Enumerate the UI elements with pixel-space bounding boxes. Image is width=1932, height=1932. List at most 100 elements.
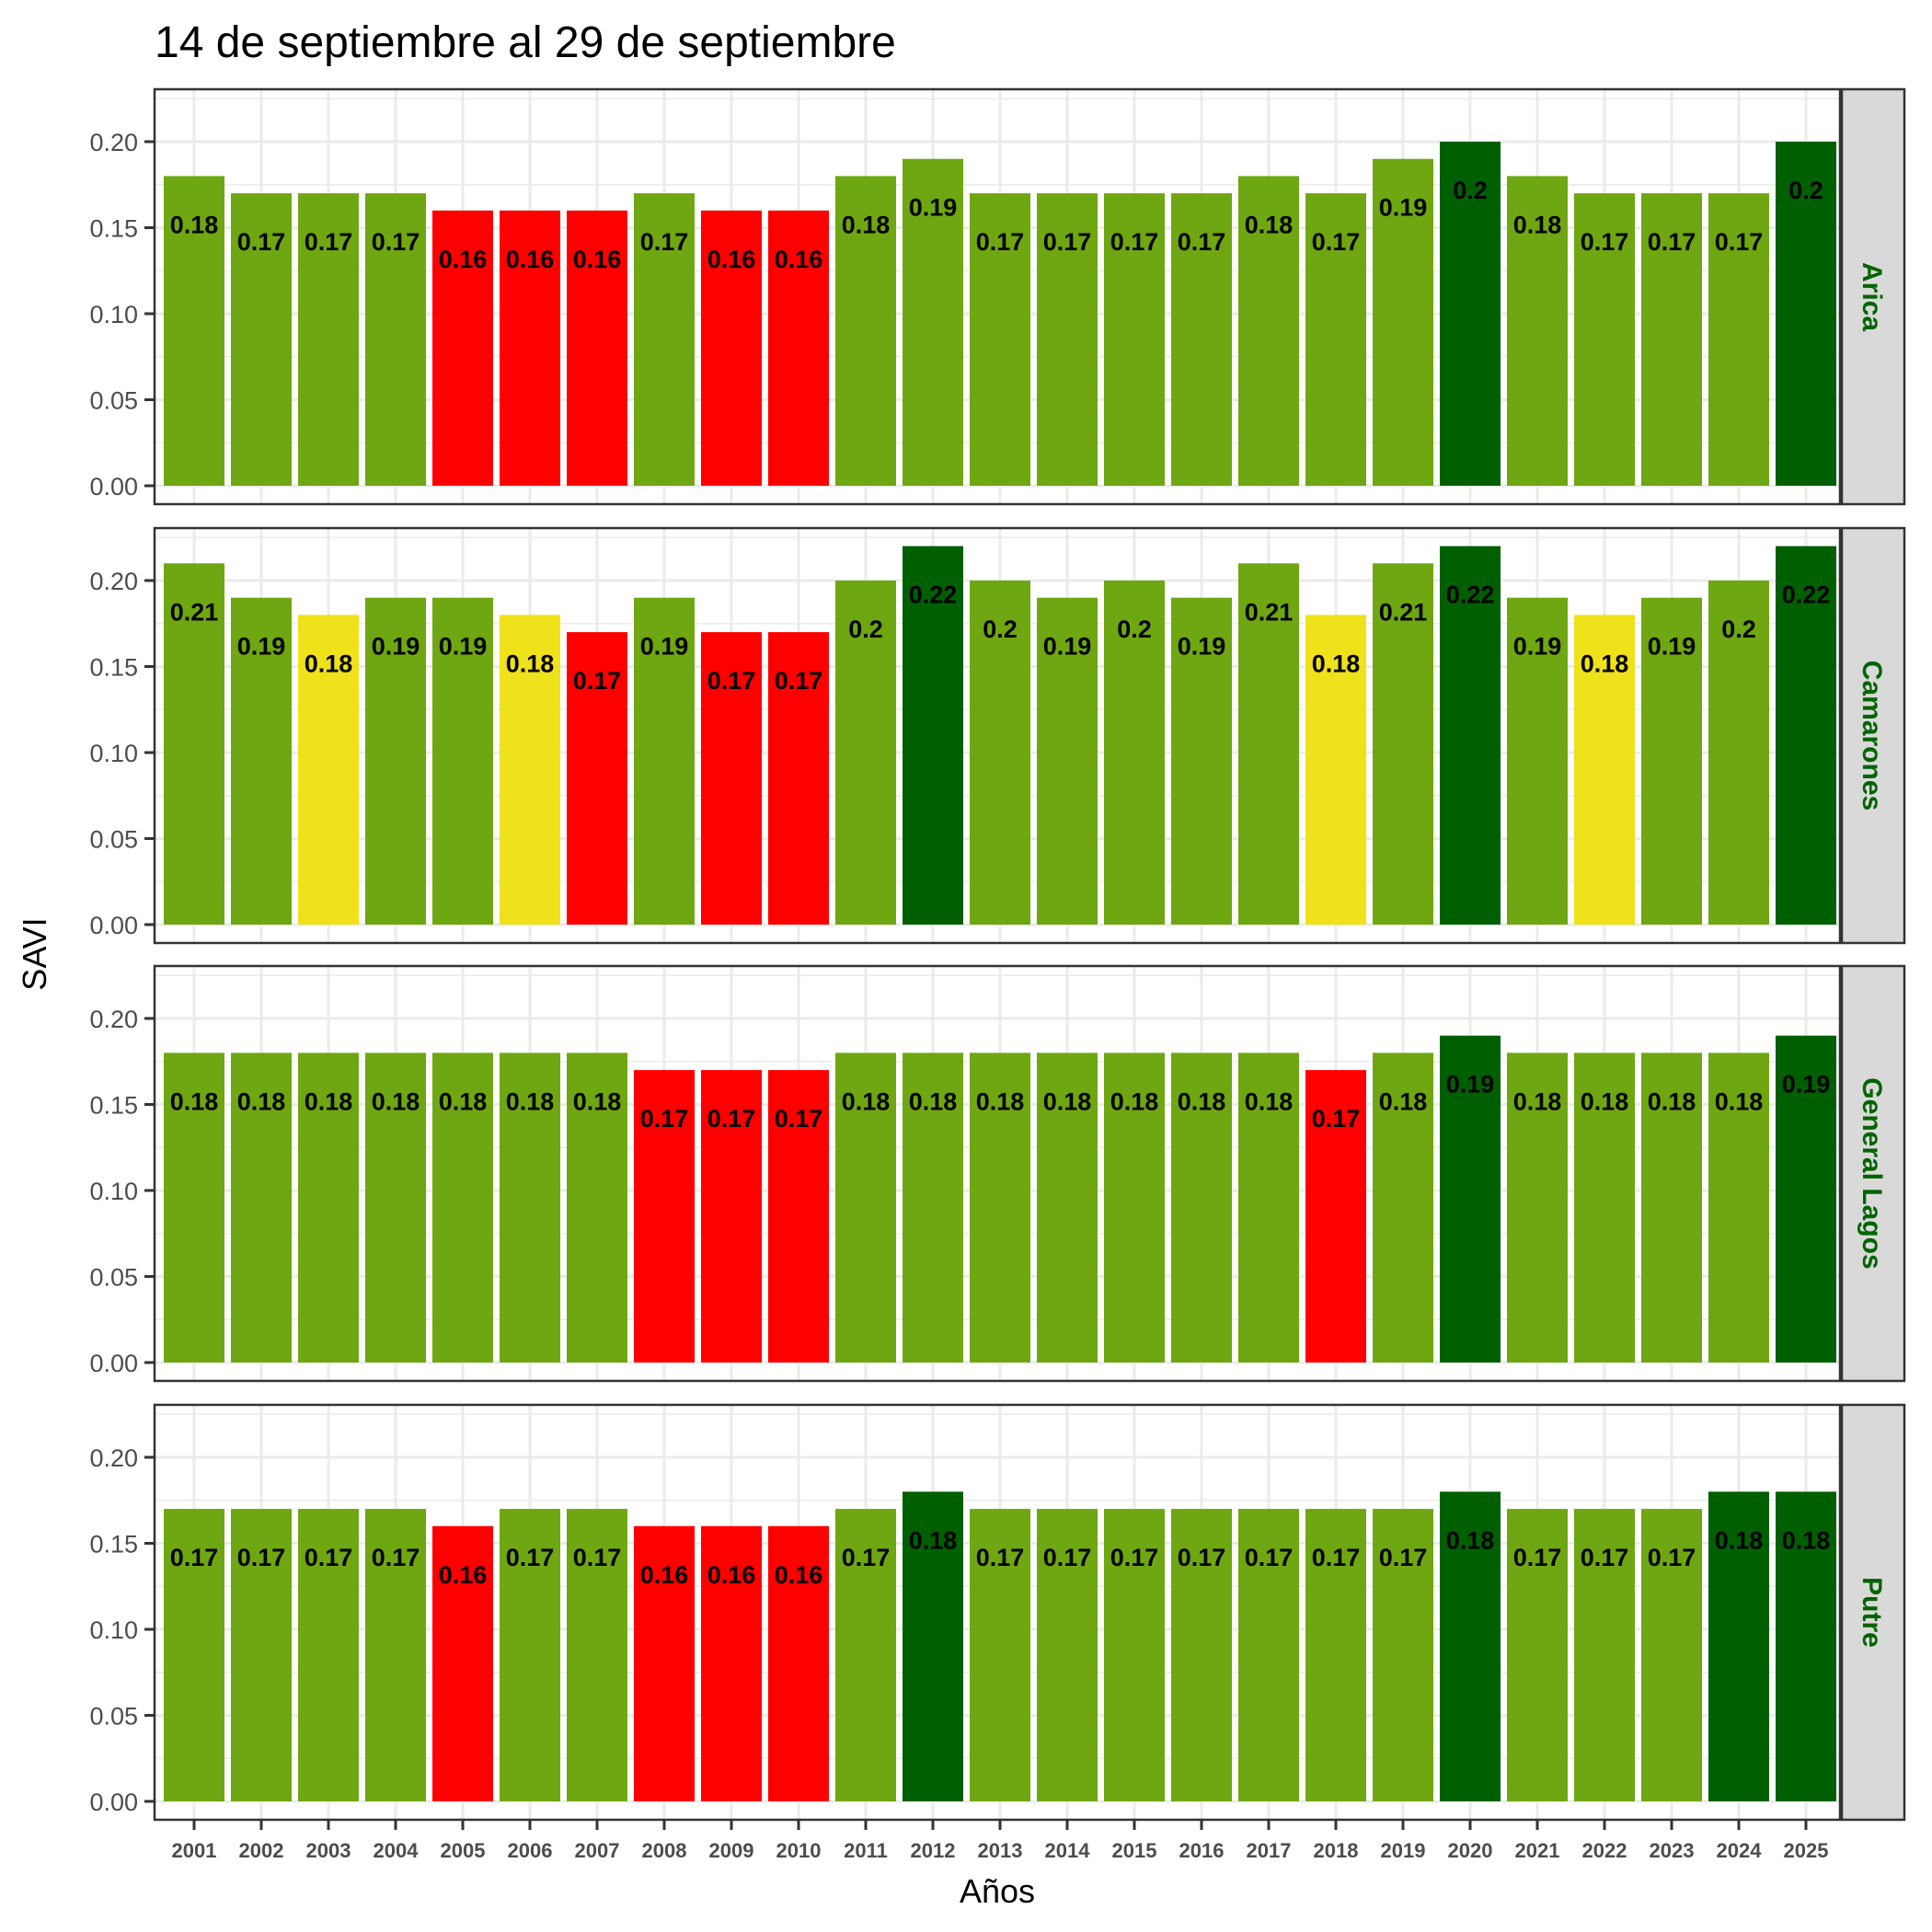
bar-label-2012: 0.18: [909, 1526, 958, 1554]
bar-2017: [1238, 1052, 1299, 1363]
bar-2022: [1574, 193, 1635, 486]
bar-label-2004: 0.18: [372, 1087, 420, 1115]
bar-2024: [1708, 581, 1769, 925]
bar-2010: [768, 1070, 829, 1363]
bar-label-2014: 0.17: [1043, 1544, 1092, 1571]
x-axis-title: Años: [960, 1872, 1035, 1910]
bar-2025: [1776, 1035, 1836, 1363]
x-tick-label-2011: 2011: [844, 1839, 888, 1862]
bar-2012: [903, 1491, 963, 1801]
x-tick-label-2024: 2024: [1717, 1839, 1763, 1862]
bar-2001: [164, 1052, 224, 1363]
bar-2007: [567, 1052, 627, 1363]
bar-label-2022: 0.17: [1581, 228, 1629, 256]
bar-2006: [500, 1052, 560, 1363]
y-tick-label: 0.05: [89, 1264, 138, 1292]
bar-label-2024: 0.18: [1715, 1087, 1764, 1115]
bar-label-2018: 0.17: [1312, 1105, 1361, 1133]
bar-2005: [432, 597, 493, 925]
bar-2020: [1440, 142, 1501, 486]
bar-label-2007: 0.17: [573, 1544, 622, 1571]
bar-label-2017: 0.21: [1245, 598, 1294, 626]
bar-label-2025: 0.22: [1782, 581, 1831, 609]
y-tick-label: 0.15: [89, 1092, 138, 1120]
x-tick-label-2002: 2002: [239, 1839, 284, 1862]
bar-2025: [1776, 546, 1836, 925]
bar-label-2011: 0.18: [842, 211, 891, 238]
bar-label-2010: 0.17: [775, 1105, 823, 1133]
x-tick-label-2020: 2020: [1448, 1839, 1493, 1862]
y-tick-label: 0.10: [89, 1616, 138, 1644]
bar-2005: [432, 1525, 493, 1801]
facet-panel-general-lagos: 0.18 0.18 0.18 0.18 0.18 0.18 0.18 0.17 0.17 0.17…: [89, 964, 1906, 1383]
bar-2004: [365, 1052, 426, 1363]
bar-label-2008: 0.16: [640, 1561, 689, 1589]
bar-label-2019: 0.19: [1379, 194, 1428, 222]
bar-label-2005: 0.16: [439, 1561, 488, 1589]
bar-label-2003: 0.18: [305, 650, 353, 677]
y-tick-label: 0.20: [89, 129, 138, 156]
bar-label-2025: 0.18: [1782, 1526, 1831, 1554]
y-tick-label: 0.05: [89, 1703, 138, 1731]
bar-label-2025: 0.19: [1782, 1071, 1831, 1098]
bar-2021: [1507, 597, 1568, 925]
bar-2004: [365, 193, 426, 486]
y-tick-label: 0.10: [89, 740, 138, 767]
facet-strip-label: Putre: [1857, 1577, 1887, 1648]
bar-2012: [903, 546, 963, 925]
bar-2022: [1574, 1052, 1635, 1363]
y-tick-label: 0.00: [89, 1788, 138, 1816]
bar-label-2009: 0.17: [707, 1105, 756, 1133]
bar-label-2021: 0.19: [1513, 633, 1562, 661]
y-tick-label: 0.15: [89, 215, 138, 243]
x-tick-label-2017: 2017: [1247, 1839, 1292, 1862]
bar-label-2011: 0.18: [842, 1087, 891, 1115]
bar-label-2007: 0.17: [573, 667, 622, 695]
y-tick-label: 0.20: [89, 1006, 138, 1033]
bar-2014: [1037, 597, 1098, 925]
x-tick-label-2003: 2003: [306, 1839, 351, 1862]
bar-label-2021: 0.18: [1513, 1087, 1562, 1115]
x-tick-label-2022: 2022: [1582, 1839, 1627, 1862]
bar-2002: [231, 597, 292, 925]
bar-label-2016: 0.18: [1178, 1087, 1226, 1115]
x-tick-label-2015: 2015: [1112, 1839, 1157, 1862]
bar-label-2020: 0.18: [1446, 1526, 1495, 1554]
y-tick-label: 0.05: [89, 387, 138, 415]
bar-2023: [1641, 597, 1702, 925]
bar-2024: [1708, 1052, 1769, 1363]
bar-label-2024: 0.18: [1715, 1526, 1764, 1554]
bar-label-2008: 0.19: [640, 633, 689, 661]
bar-2013: [970, 1509, 1030, 1801]
bar-label-2002: 0.17: [237, 1544, 286, 1571]
bar-2016: [1171, 193, 1232, 486]
bar-label-2019: 0.18: [1379, 1087, 1428, 1115]
bar-label-2011: 0.2: [848, 615, 883, 643]
bar-label-2018: 0.17: [1312, 1544, 1361, 1571]
y-tick-label: 0.20: [89, 568, 138, 595]
bar-2008: [634, 1070, 695, 1363]
bar-2011: [835, 1052, 896, 1363]
panel-border: [153, 87, 1842, 506]
bar-label-2025: 0.2: [1788, 177, 1823, 204]
bar-2010: [768, 210, 829, 487]
bar-2016: [1171, 597, 1232, 925]
bar-2025: [1776, 1491, 1836, 1801]
x-tick-label-2005: 2005: [441, 1839, 486, 1862]
bar-2017: [1238, 563, 1299, 925]
y-tick-label: 0.00: [89, 473, 138, 500]
bar-2002: [231, 193, 292, 486]
bar-label-2009: 0.16: [707, 1561, 756, 1589]
bar-label-2005: 0.19: [439, 633, 488, 661]
bar-2023: [1641, 193, 1702, 486]
y-tick-label: 0.00: [89, 912, 138, 939]
bar-label-2017: 0.17: [1245, 1544, 1294, 1571]
x-tick-label-2019: 2019: [1381, 1839, 1426, 1862]
bar-2016: [1171, 1509, 1232, 1801]
bar-2018: [1305, 1070, 1366, 1363]
bar-2011: [835, 581, 896, 925]
bar-2003: [298, 1052, 359, 1363]
bar-label-2002: 0.18: [237, 1087, 286, 1115]
facet-panel-putre: 0.17 0.17 0.17 0.17 0.16 0.17 0.17 0.16 0.16 0.16…: [89, 1403, 1906, 1822]
bar-label-2006: 0.18: [506, 650, 555, 677]
